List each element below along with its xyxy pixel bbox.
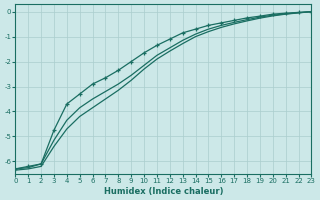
X-axis label: Humidex (Indice chaleur): Humidex (Indice chaleur) [104, 187, 223, 196]
